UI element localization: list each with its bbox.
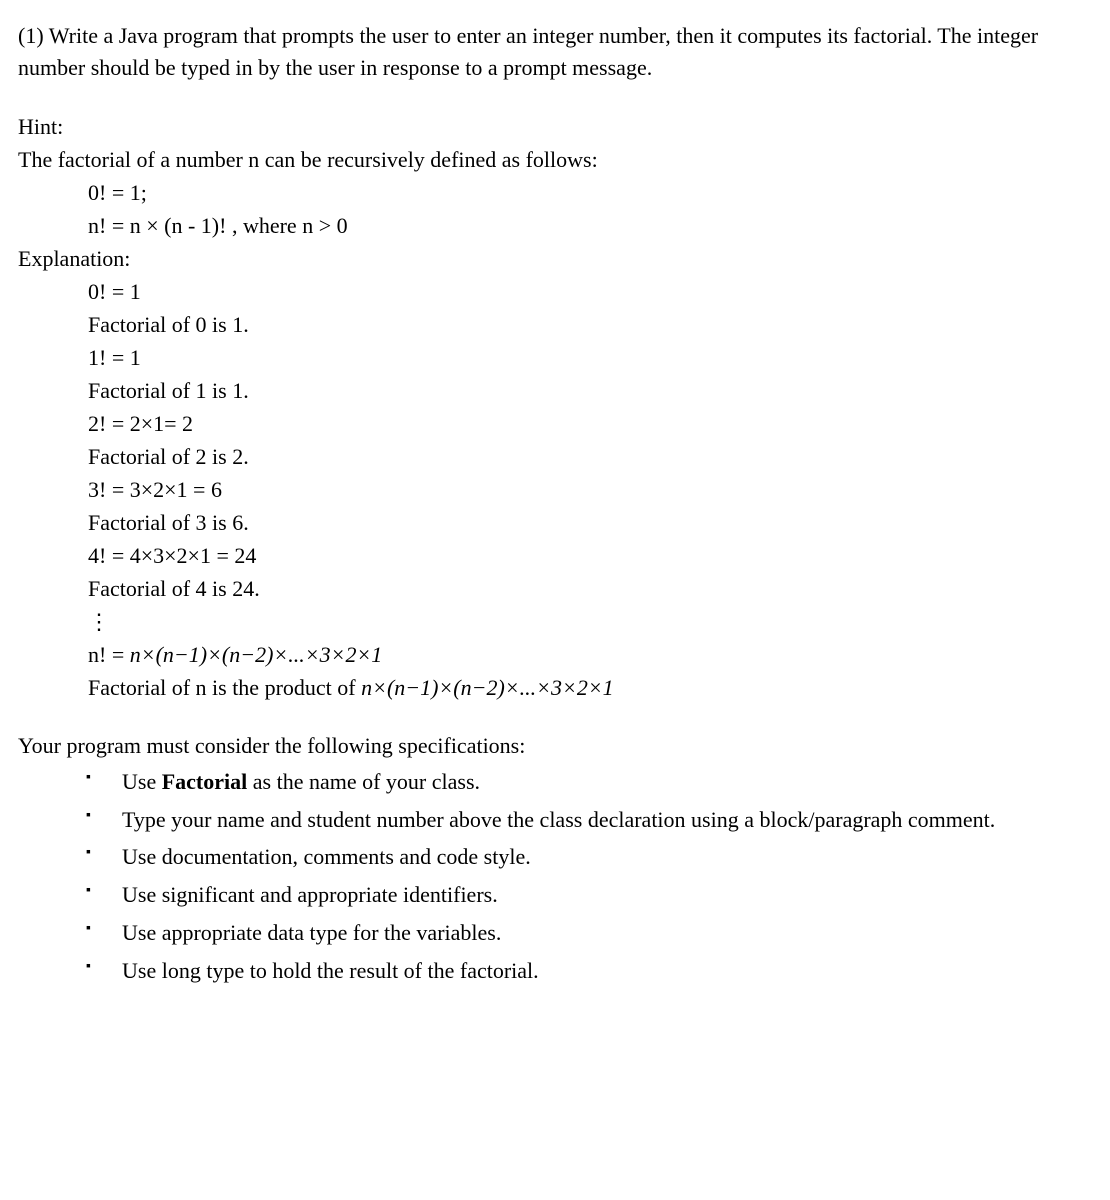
hint-section: Hint: The factorial of a number n can be… — [18, 110, 1092, 242]
exp-line: Factorial of 4 is 24. — [18, 572, 1092, 605]
hint-intro: The factorial of a number n can be recur… — [18, 143, 1092, 176]
vertical-dots: ⋮ — [18, 605, 1092, 638]
exp-line: 1! = 1 — [18, 341, 1092, 374]
spec-text-after: as the name of your class. — [247, 769, 480, 794]
spec-text-before: Use appropriate data type for the variab… — [122, 920, 501, 945]
hint-line-0: 0! = 1; — [18, 176, 1092, 209]
exp-line: 0! = 1 — [18, 275, 1092, 308]
specs-intro: Your program must consider the following… — [18, 730, 1092, 762]
spec-item: Type your name and student number above … — [86, 804, 1092, 836]
exp-line: Factorial of 3 is 6. — [18, 506, 1092, 539]
spec-item: Use Factorial as the name of your class. — [86, 766, 1092, 798]
spec-item: Use appropriate data type for the variab… — [86, 917, 1092, 949]
spec-text-bold: Factorial — [162, 769, 248, 794]
question-text: (1) Write a Java program that prompts th… — [18, 20, 1092, 84]
spec-text-before: Use long type to hold the result of the … — [122, 958, 539, 983]
spec-item: Use significant and appropriate identifi… — [86, 879, 1092, 911]
spec-text-before: Type your name and student number above … — [122, 807, 995, 832]
spec-text-before: Use documentation, comments and code sty… — [122, 844, 531, 869]
nfact-prefix: n! = — [88, 642, 130, 667]
spec-item: Use long type to hold the result of the … — [86, 955, 1092, 987]
hint-label: Hint: — [18, 110, 1092, 143]
exp-nfact-text: Factorial of n is the product of n×(n−1)… — [18, 671, 1092, 704]
exp-line: 4! = 4×3×2×1 = 24 — [18, 539, 1092, 572]
exp-line: 3! = 3×2×1 = 6 — [18, 473, 1092, 506]
nfact-text-prefix: Factorial of n is the product of — [88, 675, 361, 700]
exp-nfact: n! = n×(n−1)×(n−2)×...×3×2×1 — [18, 638, 1092, 671]
exp-line: 2! = 2×1= 2 — [18, 407, 1092, 440]
spec-text-before: Use — [122, 769, 162, 794]
hint-line-1: n! = n × (n - 1)! , where n > 0 — [18, 209, 1092, 242]
exp-line: Factorial of 1 is 1. — [18, 374, 1092, 407]
nfact-text-expr: n×(n−1)×(n−2)×...×3×2×1 — [361, 675, 614, 700]
specs-list: Use Factorial as the name of your class.… — [18, 766, 1092, 987]
exp-line: Factorial of 2 is 2. — [18, 440, 1092, 473]
spec-item: Use documentation, comments and code sty… — [86, 841, 1092, 873]
exp-line: Factorial of 0 is 1. — [18, 308, 1092, 341]
explanation-section: Explanation: 0! = 1 Factorial of 0 is 1.… — [18, 242, 1092, 704]
spec-text-before: Use significant and appropriate identifi… — [122, 882, 498, 907]
nfact-expr: n×(n−1)×(n−2)×...×3×2×1 — [130, 642, 383, 667]
explanation-label: Explanation: — [18, 242, 1092, 275]
specs-section: Your program must consider the following… — [18, 730, 1092, 987]
